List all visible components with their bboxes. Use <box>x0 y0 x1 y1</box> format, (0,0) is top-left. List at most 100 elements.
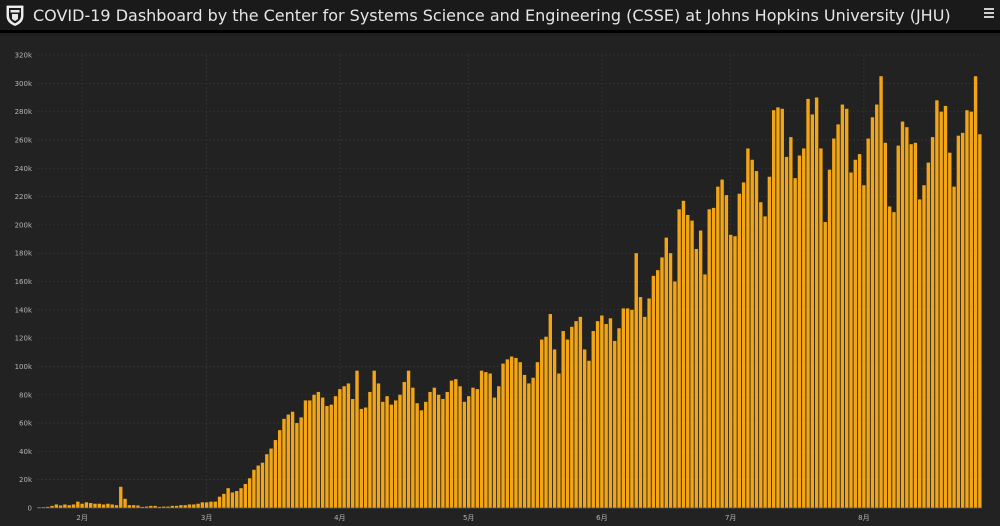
daily-bar[interactable] <box>814 97 819 508</box>
daily-bar[interactable] <box>819 148 823 508</box>
daily-bar[interactable] <box>939 111 943 509</box>
daily-bar[interactable] <box>230 492 235 508</box>
daily-bar[interactable] <box>793 178 797 508</box>
daily-bar[interactable] <box>278 430 282 508</box>
daily-bar[interactable] <box>634 253 638 508</box>
daily-bar[interactable] <box>582 349 587 508</box>
daily-bar[interactable] <box>479 370 484 508</box>
daily-bar[interactable] <box>707 209 711 509</box>
daily-bar[interactable] <box>857 154 862 508</box>
daily-bar[interactable] <box>196 503 200 508</box>
daily-bar[interactable] <box>935 100 939 509</box>
daily-bar[interactable] <box>316 391 321 508</box>
daily-bar[interactable] <box>187 504 192 508</box>
daily-bar[interactable] <box>123 498 127 508</box>
daily-bar[interactable] <box>969 111 973 509</box>
daily-bar[interactable] <box>415 403 419 508</box>
daily-bar[interactable] <box>638 297 643 508</box>
daily-bar[interactable] <box>544 336 548 508</box>
daily-bar[interactable] <box>71 504 76 508</box>
daily-bar[interactable] <box>127 505 132 508</box>
daily-bar[interactable] <box>535 362 540 508</box>
daily-bar[interactable] <box>608 318 613 508</box>
daily-bar[interactable] <box>797 155 802 508</box>
daily-bar[interactable] <box>153 505 157 508</box>
daily-bar[interactable] <box>887 206 892 508</box>
daily-bar[interactable] <box>441 399 445 508</box>
daily-bar[interactable] <box>222 493 226 508</box>
daily-bar[interactable] <box>956 135 961 508</box>
daily-bar[interactable] <box>329 404 333 508</box>
daily-bar[interactable] <box>144 506 149 508</box>
daily-bar[interactable] <box>630 309 634 508</box>
daily-bar[interactable] <box>686 214 690 508</box>
daily-bar[interactable] <box>389 404 394 508</box>
daily-bar[interactable] <box>625 308 630 508</box>
daily-bar[interactable] <box>952 186 956 508</box>
hamburger-menu-icon[interactable] <box>982 6 996 22</box>
daily-bar[interactable] <box>76 501 80 508</box>
daily-bar[interactable] <box>119 486 123 508</box>
daily-bar[interactable] <box>320 397 325 508</box>
daily-bar[interactable] <box>789 137 793 509</box>
daily-bar[interactable] <box>565 339 570 508</box>
daily-bar[interactable] <box>724 195 729 508</box>
daily-bar[interactable] <box>595 321 600 508</box>
daily-bar[interactable] <box>436 394 441 508</box>
daily-bar[interactable] <box>325 406 329 508</box>
daily-bar[interactable] <box>802 148 806 508</box>
daily-bar[interactable] <box>943 105 948 509</box>
daily-bar[interactable] <box>166 506 170 508</box>
daily-bar[interactable] <box>140 506 144 508</box>
daily-bar[interactable] <box>346 383 351 508</box>
daily-bar[interactable] <box>110 504 114 508</box>
daily-bar[interactable] <box>41 507 46 508</box>
daily-bar[interactable] <box>204 502 209 508</box>
daily-bar[interactable] <box>368 391 372 508</box>
daily-bar[interactable] <box>754 171 759 508</box>
daily-bar[interactable] <box>574 321 578 508</box>
daily-bar[interactable] <box>458 386 462 508</box>
daily-bar[interactable] <box>875 104 879 509</box>
daily-bar[interactable] <box>256 465 260 508</box>
daily-bar[interactable] <box>282 418 286 508</box>
daily-bar[interactable] <box>776 107 780 508</box>
daily-bar[interactable] <box>359 408 364 508</box>
daily-bar[interactable] <box>681 200 686 508</box>
daily-bar[interactable] <box>905 127 909 508</box>
daily-bar[interactable] <box>711 207 716 508</box>
daily-bar[interactable] <box>63 504 67 508</box>
daily-bar[interactable] <box>591 331 595 508</box>
daily-bar[interactable] <box>80 503 84 508</box>
daily-bar[interactable] <box>363 407 368 508</box>
daily-bar[interactable] <box>209 501 213 508</box>
daily-bar[interactable] <box>226 488 230 508</box>
daily-bar[interactable] <box>823 222 827 509</box>
daily-bar[interactable] <box>845 108 849 508</box>
daily-bar[interactable] <box>673 281 677 509</box>
daily-bar[interactable] <box>462 401 467 508</box>
daily-bar[interactable] <box>54 504 59 508</box>
daily-bar[interactable] <box>578 316 583 508</box>
daily-bar[interactable] <box>930 137 935 509</box>
daily-bar[interactable] <box>522 374 527 508</box>
daily-bar[interactable] <box>269 448 273 508</box>
daily-bar[interactable] <box>183 505 187 508</box>
daily-bar[interactable] <box>840 104 845 509</box>
daily-bar[interactable] <box>252 469 256 508</box>
daily-bar[interactable] <box>217 496 222 508</box>
daily-bar[interactable] <box>475 389 479 508</box>
daily-bar[interactable] <box>918 199 922 508</box>
daily-bar[interactable] <box>621 308 626 508</box>
daily-bar[interactable] <box>213 501 217 508</box>
daily-bar[interactable] <box>385 396 389 508</box>
daily-bar[interactable] <box>295 423 299 508</box>
daily-bar[interactable] <box>381 401 385 508</box>
daily-bar[interactable] <box>643 316 647 508</box>
daily-bar[interactable] <box>767 176 772 509</box>
daily-bar[interactable] <box>926 162 931 508</box>
daily-bar[interactable] <box>694 248 699 508</box>
daily-bar[interactable] <box>170 505 175 508</box>
daily-bar[interactable] <box>419 410 424 508</box>
daily-bar[interactable] <box>411 387 415 508</box>
